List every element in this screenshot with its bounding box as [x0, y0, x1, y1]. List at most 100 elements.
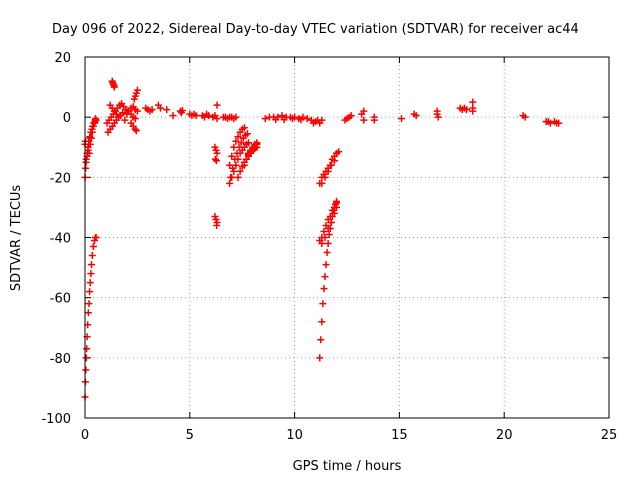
data-point [324, 240, 332, 248]
data-point [232, 113, 240, 121]
data-point [333, 203, 341, 211]
data-point [318, 240, 326, 248]
data-point [82, 158, 90, 166]
data-point [360, 107, 368, 115]
x-tick-label: 25 [601, 428, 618, 443]
data-point [213, 149, 221, 157]
data-point [323, 249, 331, 257]
data-point [205, 112, 213, 120]
chart-title: Day 096 of 2022, Sidereal Day-to-day VTE… [52, 22, 579, 37]
data-point [321, 234, 329, 241]
y-axis-label: SDTVAR / TECUs [9, 185, 24, 292]
data-point [330, 209, 338, 217]
axis-ticks [84, 56, 610, 419]
data-point [330, 157, 338, 165]
data-point [234, 133, 242, 141]
data-point [320, 285, 328, 293]
data-point [244, 139, 252, 147]
x-tick-label: 20 [496, 428, 513, 443]
data-point [237, 139, 245, 147]
data-point [87, 270, 95, 278]
data-point [316, 354, 324, 362]
data-point [226, 179, 234, 187]
data-point [303, 115, 311, 123]
data-point [119, 109, 127, 117]
data-point [156, 104, 164, 112]
data-point [213, 115, 221, 123]
data-point [242, 155, 250, 163]
data-point [131, 125, 139, 133]
data-point [240, 161, 248, 169]
y-tick-label: -100 [41, 412, 71, 427]
data-point [297, 116, 305, 124]
data-point [318, 179, 326, 187]
data-point [318, 116, 326, 124]
data-point [83, 345, 91, 353]
data-point [233, 149, 241, 157]
data-point [88, 252, 96, 260]
data-point [92, 234, 100, 241]
y-tick-labels: -100 -80 -60 -40 -20 0 20 [41, 51, 71, 427]
y-tick-label: -80 [50, 352, 71, 367]
data-point [319, 300, 327, 308]
data-point [110, 83, 118, 91]
data-point [121, 116, 129, 124]
data-point [86, 288, 94, 296]
data-point [234, 173, 242, 181]
data-point [555, 119, 563, 127]
data-point [228, 152, 236, 160]
data-point [85, 300, 93, 308]
data-point [82, 164, 90, 172]
data-point [360, 116, 368, 124]
data-point [289, 115, 297, 123]
data-point [227, 173, 235, 181]
grid-lines [85, 57, 609, 418]
data-point [327, 161, 335, 169]
data-point [261, 115, 269, 123]
data-point [243, 130, 251, 138]
y-tick-label: -60 [50, 292, 71, 307]
data-point [85, 149, 93, 157]
data-point [272, 116, 280, 124]
data-point [192, 112, 200, 120]
data-point [280, 116, 288, 124]
data-point [397, 115, 405, 123]
data-point [84, 309, 92, 317]
data-point [546, 119, 554, 127]
x-tick-label: 5 [186, 428, 194, 443]
data-point [347, 112, 355, 120]
data-point [133, 107, 141, 115]
x-tick-labels: 0 5 10 15 20 25 [81, 428, 617, 443]
data-point [86, 279, 94, 287]
data-point [213, 101, 221, 109]
data-point [211, 155, 219, 163]
data-point [253, 139, 261, 147]
data-point [327, 218, 335, 226]
data-point [321, 273, 329, 281]
data-point [317, 336, 325, 344]
data-point [325, 230, 333, 238]
data-point [322, 261, 330, 269]
data-point [90, 119, 98, 127]
data-point [236, 167, 244, 175]
data-point [178, 107, 186, 115]
y-tick-label: 0 [63, 111, 71, 126]
data-point [226, 161, 234, 169]
data-point [82, 366, 90, 374]
data-points [81, 77, 563, 401]
data-point [521, 113, 529, 121]
data-point [232, 137, 240, 145]
data-point [87, 134, 95, 142]
data-point [169, 112, 177, 120]
y-tick-label: 20 [54, 51, 71, 66]
data-point [230, 143, 238, 151]
x-axis-label: GPS time / hours [293, 459, 402, 474]
data-point [320, 227, 328, 235]
data-point [469, 107, 477, 115]
data-point [213, 221, 221, 229]
data-point [324, 224, 332, 232]
data-point [335, 148, 343, 156]
data-point [240, 124, 248, 132]
data-point [324, 167, 332, 175]
